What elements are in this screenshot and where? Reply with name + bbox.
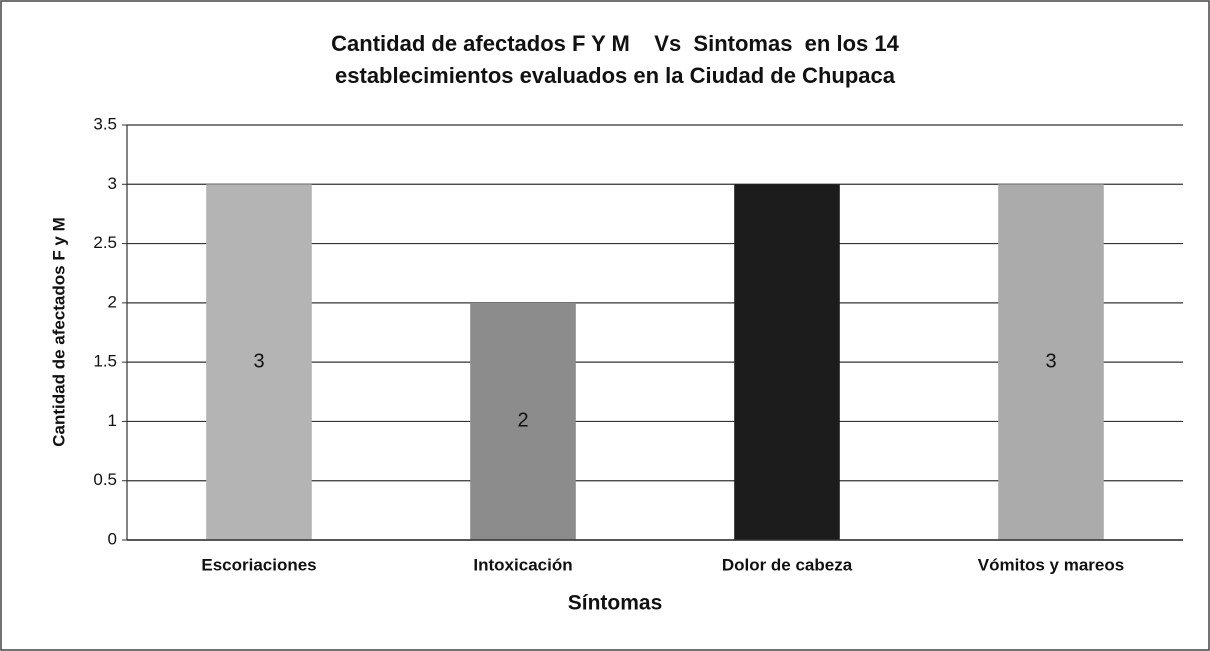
bar — [470, 302, 576, 540]
y-tick-label: 2 — [108, 292, 117, 311]
y-tick-label: 0.5 — [93, 470, 117, 489]
y-tick-label: 1 — [108, 411, 117, 430]
data-label: 2 — [517, 410, 528, 432]
chart-title: establecimientos evaluados en la Ciudad … — [335, 63, 896, 88]
y-tick-label: 0 — [108, 529, 117, 548]
x-tick-label: Intoxicación — [473, 555, 572, 574]
y-tick-label: 1.5 — [93, 352, 117, 371]
bar — [734, 184, 840, 541]
y-axis-title: Cantidad de afectados F y M — [49, 217, 68, 447]
chart-title: Cantidad de afectados F Y M Vs Sintomas … — [331, 31, 899, 56]
x-tick-label: Dolor de cabeza — [722, 555, 853, 574]
data-label: 3 — [1045, 350, 1056, 372]
y-tick-label: 3.5 — [93, 114, 117, 133]
bar — [206, 184, 312, 541]
bar — [998, 184, 1104, 541]
data-label: 3 — [253, 350, 264, 372]
x-axis-title: Síntomas — [568, 592, 663, 615]
x-tick-label: Vómitos y mareos — [978, 555, 1124, 574]
y-tick-label: 2.5 — [93, 233, 117, 252]
x-tick-label: Escoriaciones — [201, 555, 316, 574]
y-tick-label: 3 — [108, 174, 117, 193]
